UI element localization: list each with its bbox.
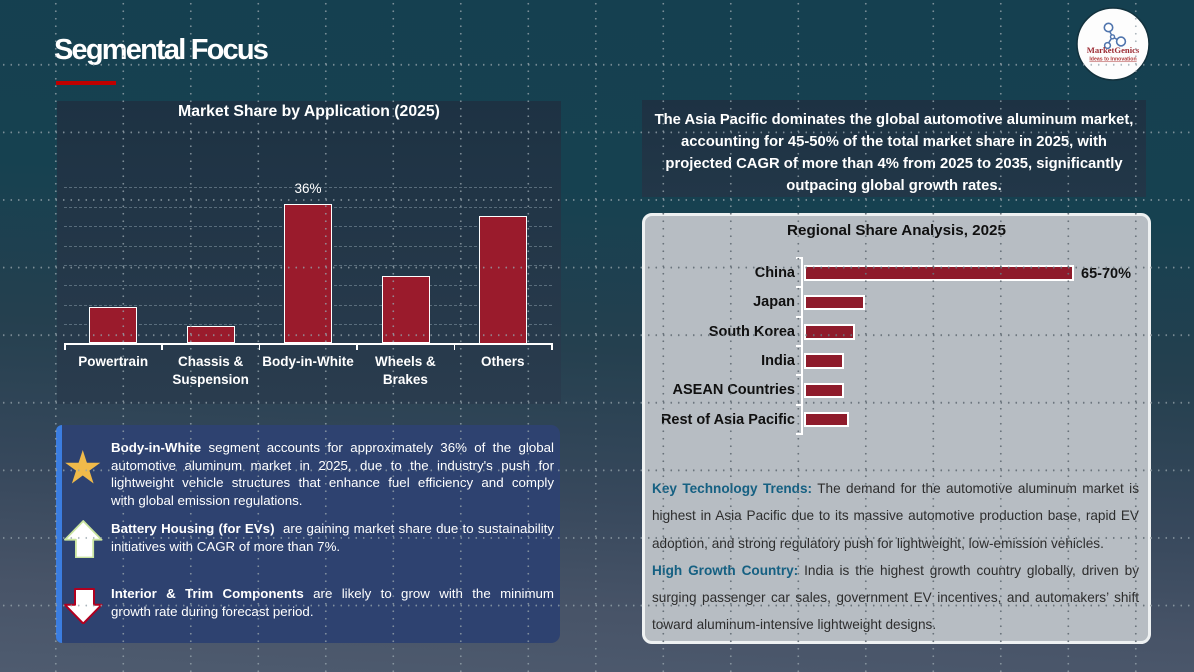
svg-text:MarketGenics: MarketGenics (1087, 45, 1140, 55)
svg-text:Ideas to Innovation: Ideas to Innovation (1089, 57, 1136, 63)
